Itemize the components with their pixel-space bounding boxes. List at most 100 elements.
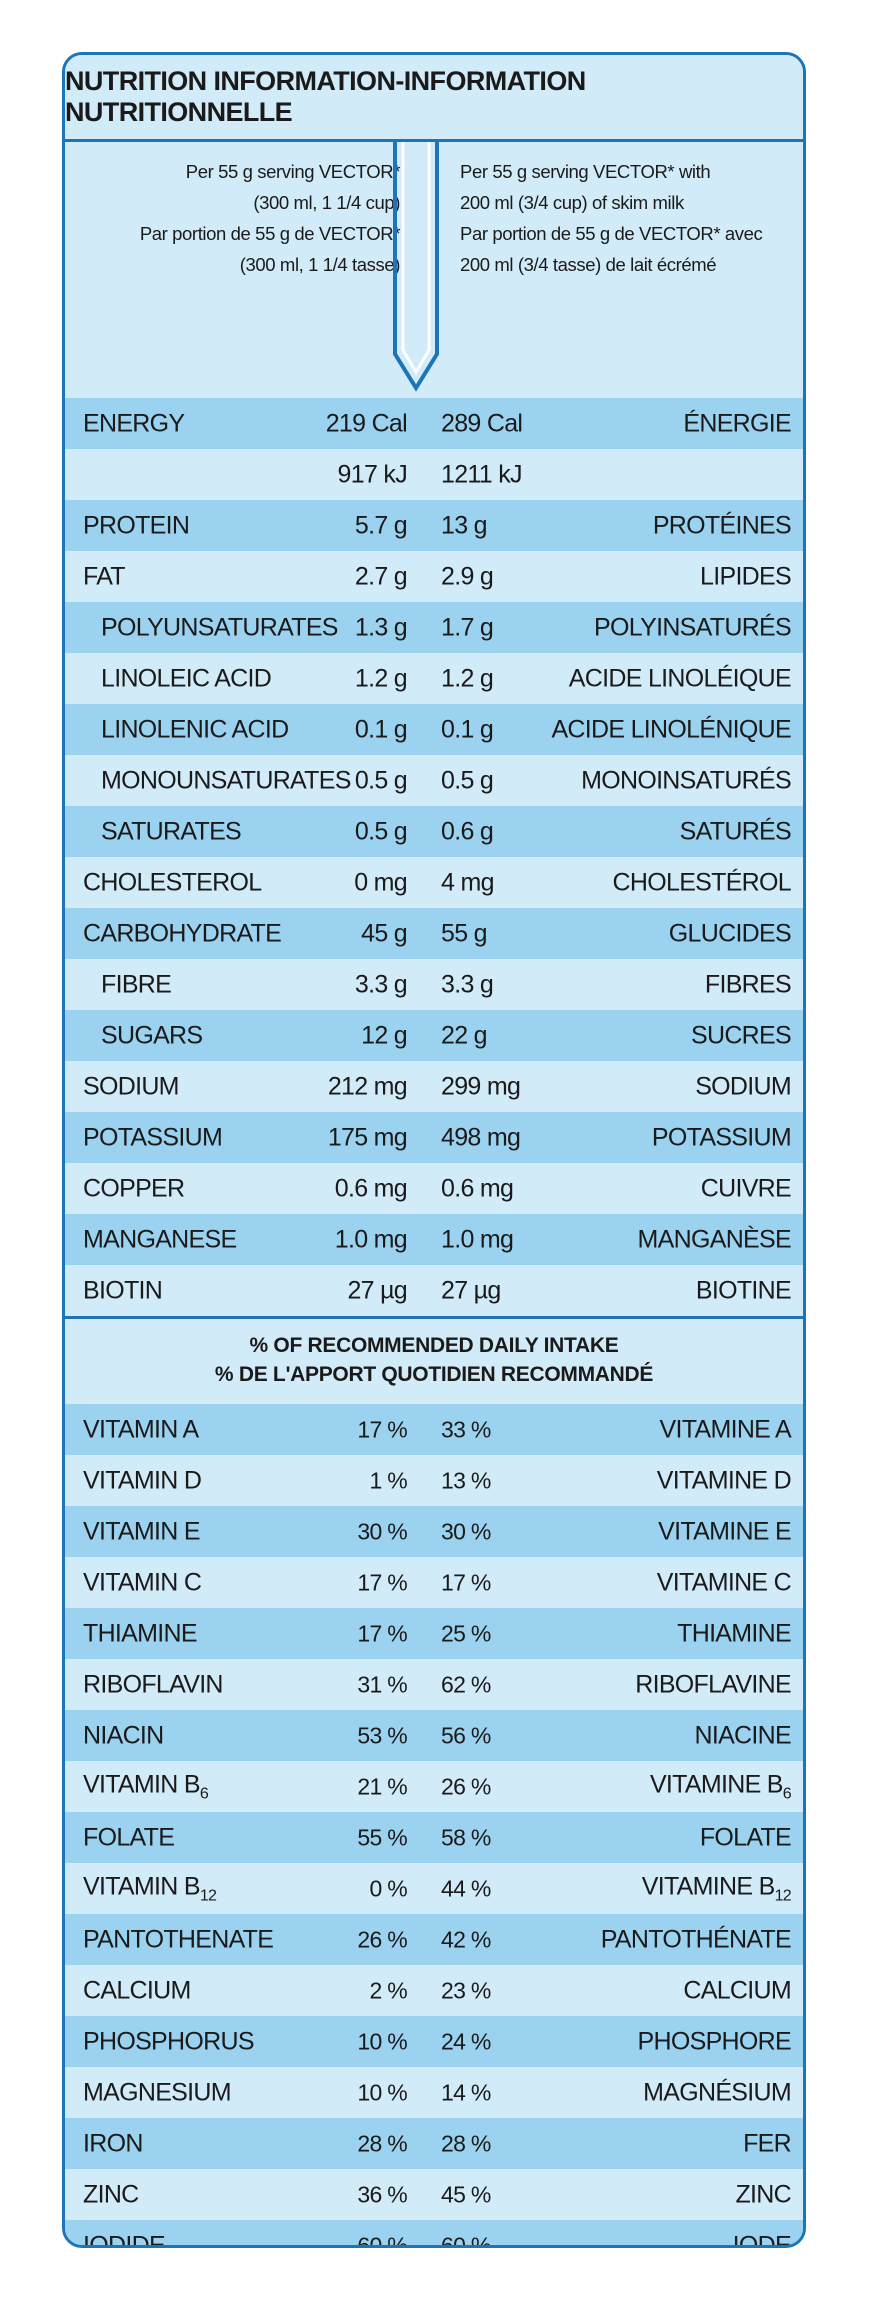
percent-with-milk: 58 % <box>441 1824 491 1850</box>
table-row: 917 kJ 1211 kJ <box>65 449 803 500</box>
table-row: LINOLENIC ACID 0.1 g 0.1 g ACIDE LINOLÉN… <box>65 704 803 755</box>
vitamin-name-en: IRON <box>83 2129 143 2157</box>
table-row: IODIDE 60 % 60 % IODE <box>65 2220 803 2248</box>
percent-with-milk: 45 % <box>441 2181 491 2207</box>
subscript-number: 12 <box>774 1887 792 1904</box>
nutrient-name-fr: BIOTINE <box>695 1276 792 1304</box>
vitamin-name-en: RIBOFLAVIN <box>83 1670 223 1698</box>
table-row: SODIUM 212 mg 299 mg SODIUM <box>65 1061 803 1112</box>
serving-line: Per 55 g serving VECTOR* <box>185 161 401 182</box>
table-row: FIBRE 3.3 g 3.3 g FIBRES <box>65 959 803 1010</box>
table-row: FOLATE 55 % 58 % FOLATE <box>65 1812 803 1863</box>
percent-with-milk: 14 % <box>441 2079 491 2105</box>
vitamin-name-fr: IODE <box>732 2231 792 2248</box>
nutrient-name-en: SUGARS <box>101 1021 203 1049</box>
vitamin-name-en: ZINC <box>83 2180 139 2208</box>
vitamin-name-fr: CALCIUM <box>683 1976 791 2004</box>
nutrient-name-en: LINOLEIC ACID <box>101 664 272 692</box>
value-per-serving: 0.5 g <box>354 766 408 794</box>
vitamin-name-fr: FER <box>743 2129 792 2157</box>
vitamin-name-fr: VITAMINE B12 <box>641 1872 792 1904</box>
nutrient-name-fr: CUIVRE <box>700 1174 792 1202</box>
serving-header: Per 55 g serving VECTOR* (300 ml, 1 1/4 … <box>65 142 803 398</box>
value-per-serving: 212 mg <box>327 1072 408 1100</box>
vitamin-name-fr: ZINC <box>735 2180 791 2208</box>
percent-per-serving: 28 % <box>357 2130 407 2156</box>
nutrient-name-en: MANGANESE <box>83 1225 237 1253</box>
nutrient-name-en: CARBOHYDRATE <box>83 919 282 947</box>
nutrient-name-fr: SATURÉS <box>679 817 792 845</box>
serving-line: Per 55 g serving VECTOR* with <box>460 161 711 182</box>
percent-per-serving: 21 % <box>357 1773 407 1799</box>
percent-per-serving: 17 % <box>357 1569 407 1595</box>
vitamin-name-fr: FOLATE <box>699 1823 792 1851</box>
nutrient-name-en: BIOTIN <box>83 1276 163 1304</box>
table-row: VITAMIN D 1 % 13 % VITAMINE D <box>65 1455 803 1506</box>
nutrient-name-fr: MONOINSATURÉS <box>581 766 792 794</box>
daily-intake-heading-fr: % DE L'APPORT QUOTIDIEN RECOMMANDÉ <box>214 1363 654 1386</box>
vitamin-name-en: VITAMIN B12 <box>83 1872 217 1904</box>
nutrient-name-en: MONOUNSATURATES <box>101 766 351 794</box>
nutrient-table: ENERGY 219 Cal 289 Cal ÉNERGIE 917 kJ 12… <box>65 398 803 2248</box>
nutrient-name-en: SODIUM <box>83 1072 180 1100</box>
vitamin-name-en: VITAMIN A <box>83 1415 199 1443</box>
percent-with-milk: 24 % <box>441 2028 491 2054</box>
value-with-milk: 299 mg <box>441 1072 521 1100</box>
nutrient-name-fr: ÉNERGIE <box>683 409 791 437</box>
table-row: VITAMIN E 30 % 30 % VITAMINE E <box>65 1506 803 1557</box>
serving-description-with-milk: Per 55 g serving VECTOR* with 200 ml (3/… <box>460 156 800 280</box>
nutrient-name-en: LINOLENIC ACID <box>101 715 289 743</box>
table-row: IRON 28 % 28 % FER <box>65 2118 803 2169</box>
daily-intake-heading-en: % OF RECOMMENDED DAILY INTAKE <box>249 1334 619 1357</box>
value-with-milk: 289 Cal <box>441 409 523 437</box>
vitamin-name-fr: RIBOFLAVINE <box>635 1670 791 1698</box>
table-row: VITAMIN A 17 % 33 % VITAMINE A <box>65 1404 803 1455</box>
percent-per-serving: 26 % <box>357 1926 407 1952</box>
nutrient-name-fr: CHOLESTÉROL <box>612 868 792 896</box>
value-per-serving: 3.3 g <box>354 970 408 998</box>
value-with-milk: 27 µg <box>441 1276 501 1304</box>
serving-line: (300 ml, 1 1/4 tasse) <box>239 254 401 275</box>
value-per-serving: 1.0 mg <box>334 1225 408 1253</box>
value-with-milk: 55 g <box>441 919 488 947</box>
percent-per-serving: 17 % <box>357 1620 407 1646</box>
value-per-serving: 5.7 g <box>354 511 408 539</box>
percent-with-milk: 56 % <box>441 1722 491 1748</box>
percent-with-milk: 17 % <box>441 1569 491 1595</box>
panel-title: NUTRITION INFORMATION-INFORMATION NUTRIT… <box>65 55 803 142</box>
value-with-milk: 22 g <box>441 1021 488 1049</box>
table-row: FAT 2.7 g 2.9 g LIPIDES <box>65 551 803 602</box>
vitamin-name-en: IODIDE <box>83 2231 166 2248</box>
value-with-milk: 2.9 g <box>441 562 494 590</box>
table-row: PHOSPHORUS 10 % 24 % PHOSPHORE <box>65 2016 803 2067</box>
table-row: NIACIN 53 % 56 % NIACINE <box>65 1710 803 1761</box>
value-with-milk: 3.3 g <box>441 970 494 998</box>
table-row: POTASSIUM 175 mg 498 mg POTASSIUM <box>65 1112 803 1163</box>
nutrient-name-en: PROTEIN <box>83 511 190 539</box>
value-with-milk: 0.6 g <box>441 817 494 845</box>
vitamin-name-en: VITAMIN E <box>83 1517 201 1545</box>
nutrient-name-fr: GLUCIDES <box>668 919 792 947</box>
table-row: RIBOFLAVIN 31 % 62 % RIBOFLAVINE <box>65 1659 803 1710</box>
subscript-number: 6 <box>199 1785 209 1802</box>
vitamin-name-fr: VITAMINE B6 <box>649 1770 792 1802</box>
nutrient-name-en: CHOLESTEROL <box>83 868 262 896</box>
value-per-serving: 0.1 g <box>354 715 408 743</box>
value-per-serving: 1.3 g <box>354 613 408 641</box>
serving-line: 200 ml (3/4 cup) of skim milk <box>460 192 684 213</box>
vitamin-name-en: VITAMIN C <box>83 1568 202 1596</box>
serving-line: 200 ml (3/4 tasse) de lait écrémé <box>460 254 717 275</box>
table-row: SUGARS 12 g 22 g SUCRES <box>65 1010 803 1061</box>
nutrient-name-fr: POLYINSATURÉS <box>594 613 792 641</box>
table-row: POLYUNSATURATES 1.3 g 1.7 g POLYINSATURÉ… <box>65 602 803 653</box>
nutrient-name-fr: POTASSIUM <box>651 1123 792 1151</box>
percent-per-serving: 1 % <box>369 1467 407 1493</box>
table-row: MAGNESIUM 10 % 14 % MAGNÉSIUM <box>65 2067 803 2118</box>
nutrient-name-en: SATURATES <box>101 817 242 845</box>
table-row: MONOUNSATURATES 0.5 g 0.5 g MONOINSATURÉ… <box>65 755 803 806</box>
percent-per-serving: 10 % <box>357 2079 407 2105</box>
nutrition-facts-panel: NUTRITION INFORMATION-INFORMATION NUTRIT… <box>62 52 806 2248</box>
table-row: MANGANESE 1.0 mg 1.0 mg MANGANÈSE <box>65 1214 803 1265</box>
vitamin-name-fr: MAGNÉSIUM <box>643 2078 792 2106</box>
value-with-milk: 0.1 g <box>441 715 494 743</box>
